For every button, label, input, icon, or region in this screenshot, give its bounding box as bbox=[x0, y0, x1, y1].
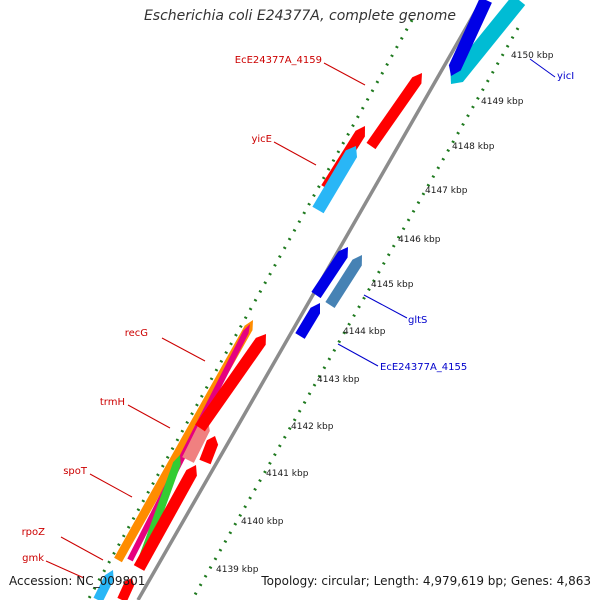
kbp-tick-label: 4148 kbp bbox=[452, 142, 495, 152]
outer-tick-track bbox=[86, 19, 414, 600]
gene-leader-line bbox=[89, 473, 133, 498]
outer-tick-line bbox=[86, 19, 414, 600]
map-title: Escherichia coli E24377A, complete genom… bbox=[143, 8, 457, 24]
gene-label: EcE24377A_4159 bbox=[235, 55, 322, 66]
gene-leader-line bbox=[273, 141, 317, 166]
kbp-tick-label: 4149 kbp bbox=[481, 97, 524, 107]
gene-label: recG bbox=[125, 328, 148, 339]
gene-leader-line bbox=[363, 294, 408, 319]
kbp-tick-label: 4144 kbp bbox=[343, 327, 386, 337]
gene-bar bbox=[195, 334, 266, 432]
gene-bar bbox=[366, 73, 422, 150]
gene-bar bbox=[450, 0, 526, 84]
kbp-tick-label: 4147 kbp bbox=[425, 186, 468, 196]
gene-label: rpoZ bbox=[22, 527, 46, 538]
kbp-tick-label: 4143 kbp bbox=[317, 375, 360, 385]
backbone-line bbox=[136, 0, 484, 600]
gene-leader-line bbox=[60, 536, 104, 561]
gene-label-leaders bbox=[45, 58, 556, 579]
kbp-tick-label: 4141 kbp bbox=[266, 469, 309, 479]
kbp-tick-label: 4142 kbp bbox=[291, 422, 334, 432]
gene-leader-line bbox=[529, 58, 556, 78]
kbp-tick-label: 4150 kbp bbox=[511, 51, 554, 61]
gene-bar bbox=[117, 578, 135, 600]
gene-bar bbox=[93, 570, 114, 600]
gene-bar bbox=[133, 465, 197, 571]
kbp-tick-label: 4140 kbp bbox=[241, 517, 284, 527]
gene-bar bbox=[311, 247, 348, 299]
accession-text: Accession: NC_009801 bbox=[9, 574, 146, 588]
gene-labels: EcE24377A_4159 yicE recG trmH spoT rpoZ gmk yic… bbox=[22, 55, 575, 564]
gene-label: yicE bbox=[251, 134, 272, 145]
gene-bar bbox=[182, 420, 210, 463]
kbp-tick-label: 4146 kbp bbox=[398, 235, 441, 245]
kbp-tick-label: 4139 kbp bbox=[216, 565, 259, 575]
gene-features bbox=[93, 0, 526, 600]
kbp-tick-labels: 4150 kbp 4149 kbp 4148 kbp 4147 kbp 4146 kbp… bbox=[216, 51, 554, 575]
kbp-tick-label: 4145 kbp bbox=[371, 280, 414, 290]
backbone bbox=[136, 0, 484, 600]
gene-bar bbox=[312, 146, 357, 214]
gene-label: gltS bbox=[408, 315, 427, 326]
gene-bar bbox=[325, 255, 362, 308]
gene-label: trmH bbox=[100, 397, 125, 408]
gene-label: gmk bbox=[22, 553, 44, 564]
gene-leader-line bbox=[127, 404, 171, 429]
gene-bar bbox=[138, 455, 181, 562]
gene-bar bbox=[199, 436, 219, 465]
inner-tick-line bbox=[190, 27, 520, 600]
gene-bar bbox=[448, 0, 492, 76]
gene-bar bbox=[295, 303, 320, 339]
inner-tick-track bbox=[190, 27, 520, 600]
gene-bar bbox=[127, 324, 250, 562]
topology-text: Topology: circular; Length: 4,979,619 bp… bbox=[261, 574, 591, 588]
gene-label: yicI bbox=[557, 71, 574, 82]
gene-leader-line bbox=[337, 343, 379, 367]
gene-leader-line bbox=[161, 337, 206, 362]
gene-label: spoT bbox=[63, 466, 88, 477]
gene-leader-line bbox=[45, 560, 85, 579]
gene-leader-line bbox=[323, 62, 366, 86]
gene-label: EcE24377A_4155 bbox=[380, 362, 467, 373]
